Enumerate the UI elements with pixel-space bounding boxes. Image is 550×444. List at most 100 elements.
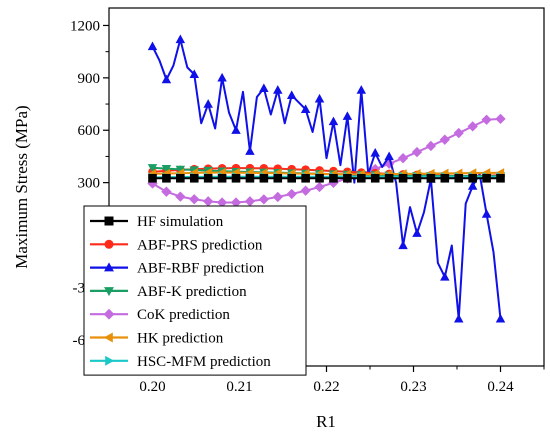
data-point <box>203 173 213 183</box>
legend-label: ABF-K prediction <box>137 284 247 300</box>
x-tick-label: 0.23 <box>400 379 426 395</box>
data-point <box>189 173 199 183</box>
data-point <box>175 34 186 44</box>
data-point <box>496 173 505 183</box>
data-point <box>147 41 158 51</box>
data-point <box>300 104 311 113</box>
data-point <box>384 151 394 161</box>
data-point <box>397 153 409 164</box>
x-tick-label: 0.21 <box>226 379 252 395</box>
data-point <box>370 148 380 157</box>
data-point <box>412 228 422 237</box>
legend-marker <box>104 262 114 272</box>
y-tick-label: 300 <box>78 176 101 192</box>
data-point <box>300 185 311 196</box>
legend-label: ABF-RBF prediction <box>137 261 265 277</box>
data-point <box>203 196 214 207</box>
data-point <box>482 173 491 183</box>
legend-label: CoK prediction <box>137 307 230 323</box>
data-point <box>440 271 450 281</box>
data-point <box>230 197 242 208</box>
data-point <box>272 191 283 203</box>
data-point <box>398 173 408 183</box>
data-point <box>495 313 506 323</box>
data-point <box>231 173 241 183</box>
data-point <box>440 173 450 183</box>
legend-marker <box>103 308 115 320</box>
data-point <box>245 173 255 183</box>
y-tick-label: 1200 <box>70 18 100 34</box>
series-hf-simulation <box>148 173 505 183</box>
legend-entry: ABF-RBF prediction <box>90 261 265 277</box>
x-tick-label: 0.22 <box>313 379 339 395</box>
data-point <box>468 173 477 183</box>
legend: HF simulation ABF-PRS prediction ABF-RBF p… <box>83 205 307 376</box>
data-point <box>286 188 297 200</box>
y-tick-label: 600 <box>78 123 101 139</box>
data-point <box>259 173 269 183</box>
data-point <box>411 146 423 158</box>
data-point <box>398 240 408 250</box>
data-point <box>481 209 492 218</box>
data-point <box>176 173 185 183</box>
legend-marker <box>104 216 114 226</box>
legend-label: HK prediction <box>137 331 224 347</box>
data-point <box>454 313 464 323</box>
legend-entry: ABF-K prediction <box>90 284 247 300</box>
legend-marker <box>105 355 115 366</box>
series-cok-prediction <box>147 113 506 208</box>
data-point <box>495 113 506 125</box>
x-axis: 0.20 0.21 0.22 0.23 0.24 <box>108 366 545 395</box>
data-point <box>426 173 436 183</box>
data-point <box>370 173 380 183</box>
legend-entry: HSC-MFM prediction <box>90 354 271 370</box>
data-point <box>217 72 227 82</box>
data-point <box>328 116 339 126</box>
data-point <box>342 111 353 120</box>
y-axis-title: Maximum Stress (MPa) <box>12 105 31 268</box>
plot-area <box>108 7 545 367</box>
data-point <box>314 93 325 103</box>
legend-marker <box>104 239 114 249</box>
legend-label: HF simulation <box>137 214 224 230</box>
data-point <box>245 146 255 155</box>
data-point <box>314 181 325 193</box>
data-point <box>286 90 297 99</box>
data-point <box>315 173 324 183</box>
data-point <box>161 165 172 174</box>
y-tick-label: 900 <box>78 71 101 87</box>
data-point <box>216 197 228 208</box>
data-point <box>175 191 186 202</box>
series-group <box>147 34 506 323</box>
data-point <box>161 186 172 197</box>
data-point <box>244 196 256 207</box>
data-point <box>161 74 172 84</box>
data-point <box>329 173 338 183</box>
data-point <box>467 121 478 132</box>
legend-entry: ABF-PRS prediction <box>90 237 263 253</box>
data-point <box>453 127 464 139</box>
data-point <box>189 69 199 79</box>
data-point <box>217 173 227 183</box>
x-axis-title: R1 <box>316 412 336 431</box>
x-tick-label: 0.24 <box>487 379 514 395</box>
data-point <box>301 173 310 183</box>
data-point <box>425 140 437 152</box>
data-point <box>189 194 200 205</box>
data-point <box>384 173 394 183</box>
data-point <box>147 164 158 173</box>
data-point <box>454 173 464 183</box>
series-line <box>151 38 502 320</box>
data-point <box>273 85 283 94</box>
data-point <box>343 173 352 183</box>
legend-marker <box>103 332 113 343</box>
data-point <box>203 99 213 108</box>
data-point <box>273 173 283 183</box>
data-point <box>231 125 241 134</box>
legend-entry: HF simulation <box>90 214 224 230</box>
legend-marker <box>104 287 114 297</box>
data-point <box>439 134 450 145</box>
legend-label: ABF-PRS prediction <box>137 237 263 253</box>
